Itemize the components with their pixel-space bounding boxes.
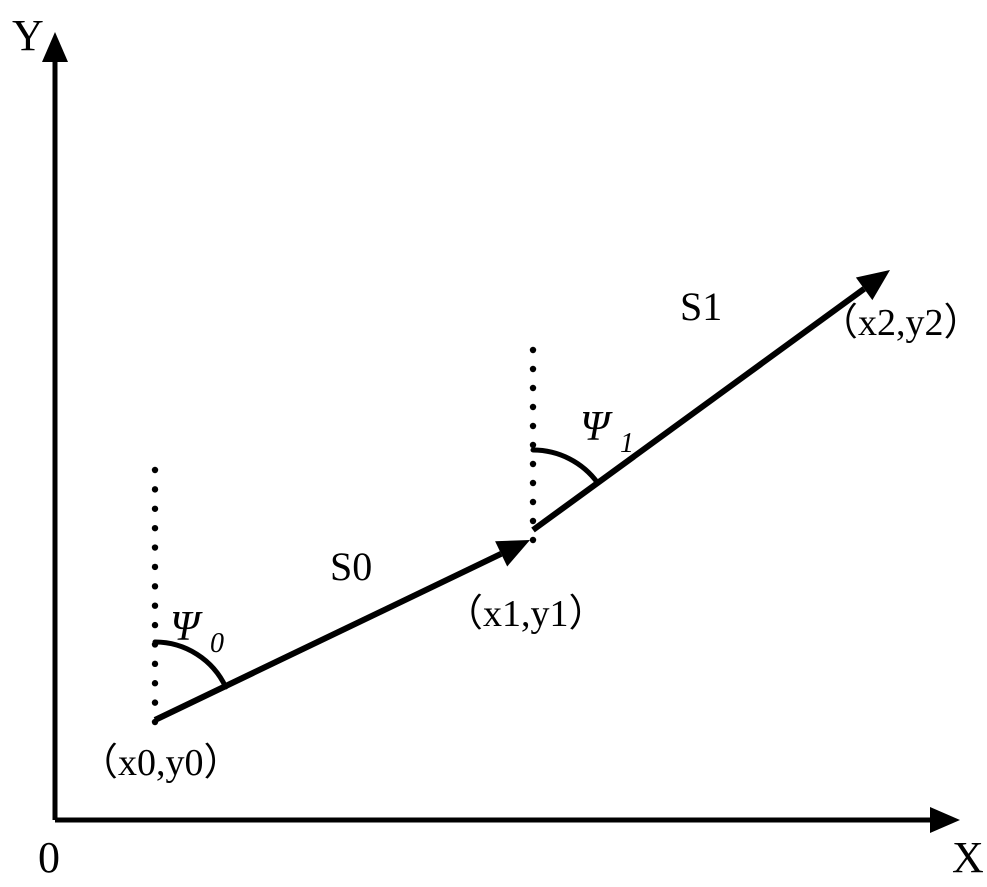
angle-psi1-subscript: 1	[620, 428, 634, 459]
dotted-ref1-dot	[530, 442, 536, 448]
dotted-ref1-dot	[530, 537, 536, 543]
dotted-ref0-dot	[152, 506, 158, 512]
dotted-ref1-dot	[530, 404, 536, 410]
dotted-ref1-dot	[530, 499, 536, 505]
dotted-ref0-dot	[152, 661, 158, 667]
dotted-ref1-dot	[530, 366, 536, 372]
dotted-ref0-dot	[152, 525, 158, 531]
dotted-ref0-dot	[152, 622, 158, 628]
dotted-ref1-dot	[530, 385, 536, 391]
y-axis-label: Y	[12, 11, 44, 60]
dotted-ref1-dot	[530, 480, 536, 486]
dotted-ref1-dot	[530, 347, 536, 353]
angle-psi0-subscript: 0	[210, 628, 224, 659]
segment-s0-label: S0	[330, 544, 372, 589]
point-p1-label: （x1,y1）	[445, 593, 607, 635]
dotted-ref1-dot	[530, 461, 536, 467]
dotted-ref0-dot	[152, 583, 158, 589]
point-p2-label: （x2,y2）	[820, 302, 982, 344]
angle-psi1-label: Ψ	[580, 404, 613, 450]
x-axis-label: X	[952, 833, 984, 882]
dotted-ref0-dot	[152, 699, 158, 705]
point-p0-label: （x0,y0）	[80, 742, 242, 784]
segment-s1-label: S1	[680, 284, 722, 329]
origin-label: 0	[38, 833, 60, 882]
angle-psi0-label: Ψ	[170, 604, 203, 650]
dotted-ref0-dot	[152, 544, 158, 550]
dotted-ref0-dot	[152, 680, 158, 686]
dotted-ref0-dot	[152, 486, 158, 492]
dotted-ref0-dot	[152, 564, 158, 570]
dotted-ref1-dot	[530, 423, 536, 429]
dotted-ref0-dot	[152, 602, 158, 608]
dotted-ref0-dot	[152, 467, 158, 473]
dotted-ref1-dot	[530, 518, 536, 524]
